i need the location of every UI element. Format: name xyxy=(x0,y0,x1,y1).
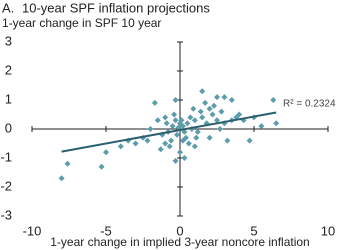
scatter-point xyxy=(216,126,223,132)
scatter-point xyxy=(172,117,179,124)
x-axis-label: 1-year change in implied 3-year noncore … xyxy=(50,235,309,249)
x-tick-label: 0 xyxy=(176,223,183,238)
scatter-point xyxy=(151,99,158,106)
scatter-point xyxy=(174,131,181,138)
scatter-point xyxy=(190,105,197,112)
scatter-point xyxy=(273,120,280,127)
scatter-point xyxy=(214,117,220,124)
scatter-point xyxy=(184,120,191,127)
scatter-point xyxy=(194,128,201,135)
scatter-point xyxy=(209,111,216,118)
scatter-point xyxy=(171,111,178,118)
scatter-point xyxy=(221,94,228,101)
x-tick-label: 10 xyxy=(321,223,335,238)
scatter-point xyxy=(191,117,198,124)
scatter-point xyxy=(144,137,151,144)
scatter-point xyxy=(202,99,209,106)
annotation: R² = 0.2324 xyxy=(283,99,336,110)
scatter-point xyxy=(246,137,253,144)
scatter-point xyxy=(162,114,169,121)
scatter-point xyxy=(224,137,231,144)
scatter-point xyxy=(103,149,109,156)
scatter-point xyxy=(193,134,200,141)
scatter-point xyxy=(64,160,71,167)
scatter-point xyxy=(162,140,169,147)
y-tick-label: -3 xyxy=(0,207,12,222)
scatter-point xyxy=(154,117,161,124)
scatter-point xyxy=(177,120,183,127)
scatter-point xyxy=(218,108,225,115)
x-tick-label: 5 xyxy=(250,223,257,238)
scatter-point xyxy=(168,137,175,144)
scatter-point xyxy=(199,114,206,121)
y-tick-label: 3 xyxy=(5,33,12,48)
scatter-point xyxy=(177,149,183,156)
scatter-point xyxy=(98,163,105,170)
scatter-point xyxy=(147,126,154,132)
scatter-point xyxy=(179,137,186,144)
scatter-point xyxy=(172,157,179,164)
y-tick-label: -1 xyxy=(0,149,12,164)
y-tick-label: 2 xyxy=(5,62,12,77)
y-tick-label: -2 xyxy=(0,178,12,193)
scatter-point xyxy=(206,105,213,112)
scatter-point xyxy=(132,140,139,147)
trend-line xyxy=(61,111,277,153)
scatter-point xyxy=(258,123,265,130)
chart-title: 10-year SPF inflation projections xyxy=(22,0,210,15)
scatter-point xyxy=(228,97,235,103)
y-axis-label: 1-year change in SPF 10 year xyxy=(2,16,161,30)
scatter-point xyxy=(199,88,206,95)
x-tick-label: -5 xyxy=(100,223,112,238)
y-tick-label: 0 xyxy=(5,120,12,135)
scatter-point xyxy=(214,94,220,101)
panel-label: A. xyxy=(2,0,14,15)
y-tick-label: 1 xyxy=(5,91,12,106)
scatter-point xyxy=(181,155,188,161)
scatter-point xyxy=(58,175,65,182)
scatter-point xyxy=(172,97,179,103)
scatter-point xyxy=(163,120,170,127)
scatter-point xyxy=(206,134,213,141)
x-tick-label: -10 xyxy=(23,223,42,238)
scatter-point xyxy=(157,146,164,153)
scatter-point xyxy=(191,143,198,150)
scatter-point xyxy=(187,114,194,121)
scatter-point xyxy=(197,108,204,115)
scatter-point xyxy=(117,143,124,150)
scatter-point xyxy=(270,97,277,103)
scatter-point xyxy=(185,140,192,147)
scatter-point xyxy=(166,143,173,150)
scatter-point xyxy=(169,123,176,130)
scatter-point xyxy=(211,102,218,109)
